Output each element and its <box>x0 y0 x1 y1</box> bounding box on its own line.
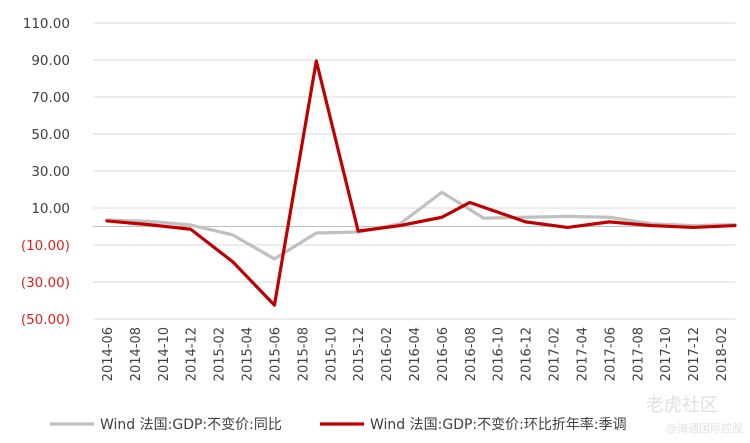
data-point <box>231 260 235 264</box>
x-tick-label: 2014-12 <box>185 327 200 381</box>
x-tick-label: 2016-08 <box>464 327 479 381</box>
y-tick-label: 90.00 <box>31 53 70 69</box>
x-tick-label: 2014-06 <box>101 327 116 381</box>
y-tick-label: (50.00) <box>21 312 70 328</box>
watermark: 老虎社区 @海通国际控股 <box>646 395 743 435</box>
data-point <box>189 223 193 227</box>
y-tick-label: 110.00 <box>23 16 70 32</box>
data-point <box>440 215 444 219</box>
x-tick-label: 2017-04 <box>575 327 590 381</box>
data-point <box>272 257 276 261</box>
watermark-brand: 老虎社区 <box>646 395 718 416</box>
data-point <box>440 190 444 194</box>
data-point <box>356 229 360 233</box>
x-tick-label: 2017-06 <box>603 327 618 381</box>
legend-label-1: Wind 法国:GDP:不变价:同比 <box>100 417 282 433</box>
x-axis: 2014-06 2014-08 2014-10 2014-12 2015-02 2015-… <box>93 226 735 381</box>
x-tick-label: 2016-06 <box>436 327 451 381</box>
data-point <box>566 214 570 218</box>
x-tick-label: 2015-12 <box>352 327 367 381</box>
series-line-1 <box>105 190 737 261</box>
data-point <box>607 215 611 219</box>
x-tick-label: 2017-02 <box>548 327 563 381</box>
watermark-sub: @海通国际控股 <box>666 421 743 435</box>
x-tick-label: 2014-10 <box>157 327 172 381</box>
x-tick-label: 2015-06 <box>268 327 283 381</box>
series-lines <box>105 59 737 307</box>
data-point <box>733 224 737 228</box>
x-tick-label: 2017-12 <box>687 327 702 381</box>
data-point <box>482 216 486 220</box>
x-tick-label: 2015-08 <box>296 327 311 381</box>
x-tick-label: 2015-04 <box>241 327 256 381</box>
x-tick-label: 2016-02 <box>380 327 395 381</box>
data-point <box>524 220 528 224</box>
data-point <box>649 224 653 228</box>
data-point <box>607 220 611 224</box>
y-tick-label: 10.00 <box>31 201 70 217</box>
data-point <box>468 200 472 204</box>
legend: Wind 法国:GDP:不变价:同比 Wind 法国:GDP:不变价:环比折年率:… <box>50 416 627 433</box>
y-tick-label: 70.00 <box>31 90 70 106</box>
data-point <box>147 223 151 227</box>
legend-label-2: Wind 法国:GDP:不变价:环比折年率:季调 <box>370 416 627 433</box>
y-axis: 110.00 90.00 70.00 50.00 30.00 10.00 (10.00) (3… <box>21 16 70 328</box>
data-point <box>105 219 109 223</box>
data-point <box>314 59 318 63</box>
x-tick-label: 2016-04 <box>408 327 423 381</box>
data-point <box>524 215 528 219</box>
x-tick-label: 2016-10 <box>492 327 507 381</box>
x-tick-label: 2017-08 <box>631 327 646 381</box>
x-tick-label: 2018-02 <box>715 327 730 381</box>
data-point <box>398 224 402 228</box>
x-tick-label: 2015-02 <box>213 327 228 381</box>
x-tick-label: 2015-10 <box>324 327 339 381</box>
data-point <box>691 225 695 229</box>
y-tick-label: (30.00) <box>21 275 70 291</box>
data-point <box>231 233 235 237</box>
data-point <box>314 231 318 235</box>
y-tick-label: (10.00) <box>21 238 70 254</box>
data-point <box>272 303 276 307</box>
y-tick-label: 50.00 <box>31 127 70 143</box>
x-tick-label: 2014-08 <box>129 327 144 381</box>
data-point <box>566 225 570 229</box>
series-line-2 <box>105 59 737 307</box>
x-tick-label: 2016-12 <box>520 327 535 381</box>
grid-lines <box>93 22 735 320</box>
y-tick-label: 30.00 <box>31 164 70 180</box>
data-point <box>189 227 193 231</box>
x-tick-label: 2017-10 <box>659 327 674 381</box>
